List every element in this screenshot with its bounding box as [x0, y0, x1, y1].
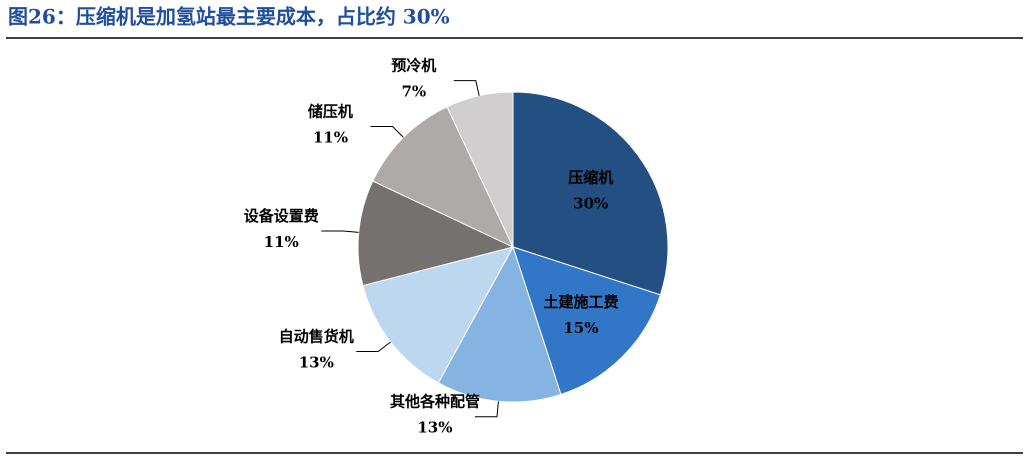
- leader-line: [474, 401, 499, 418]
- slice-value-label: 11%: [264, 233, 299, 251]
- slice-value-label: 13%: [299, 354, 334, 372]
- leader-line: [356, 341, 391, 353]
- leader-line: [453, 80, 480, 96]
- pie-slice: [512, 246, 662, 396]
- slice-value-label: 15%: [563, 319, 598, 337]
- slice-value-label: 7%: [401, 83, 426, 101]
- slice-label: 预冷机: [391, 57, 436, 75]
- leader-line: [370, 125, 404, 138]
- pie-slice: [446, 91, 514, 248]
- slice-value-label: 11%: [313, 128, 348, 146]
- slice-label: 储压机: [308, 102, 353, 120]
- pie-slice: [437, 245, 562, 403]
- pie-slice: [372, 106, 515, 249]
- pie-slice: [362, 246, 514, 384]
- slice-label: 自动售货机: [279, 328, 354, 346]
- leader-line: [321, 230, 359, 233]
- slice-label: 其他各种配管: [390, 393, 480, 411]
- slice-label: 压缩机: [568, 169, 613, 187]
- slice-value-label: 30%: [573, 195, 608, 213]
- pie-slice: [357, 180, 515, 287]
- slice-label: 设备设置费: [244, 207, 319, 225]
- chart-title: 图26：压缩机是加氢站最主要成本，占比约 30%: [8, 5, 450, 29]
- slice-label: 土建施工费: [543, 293, 618, 311]
- slice-value-label: 13%: [417, 419, 452, 437]
- pie-slice: [512, 91, 669, 296]
